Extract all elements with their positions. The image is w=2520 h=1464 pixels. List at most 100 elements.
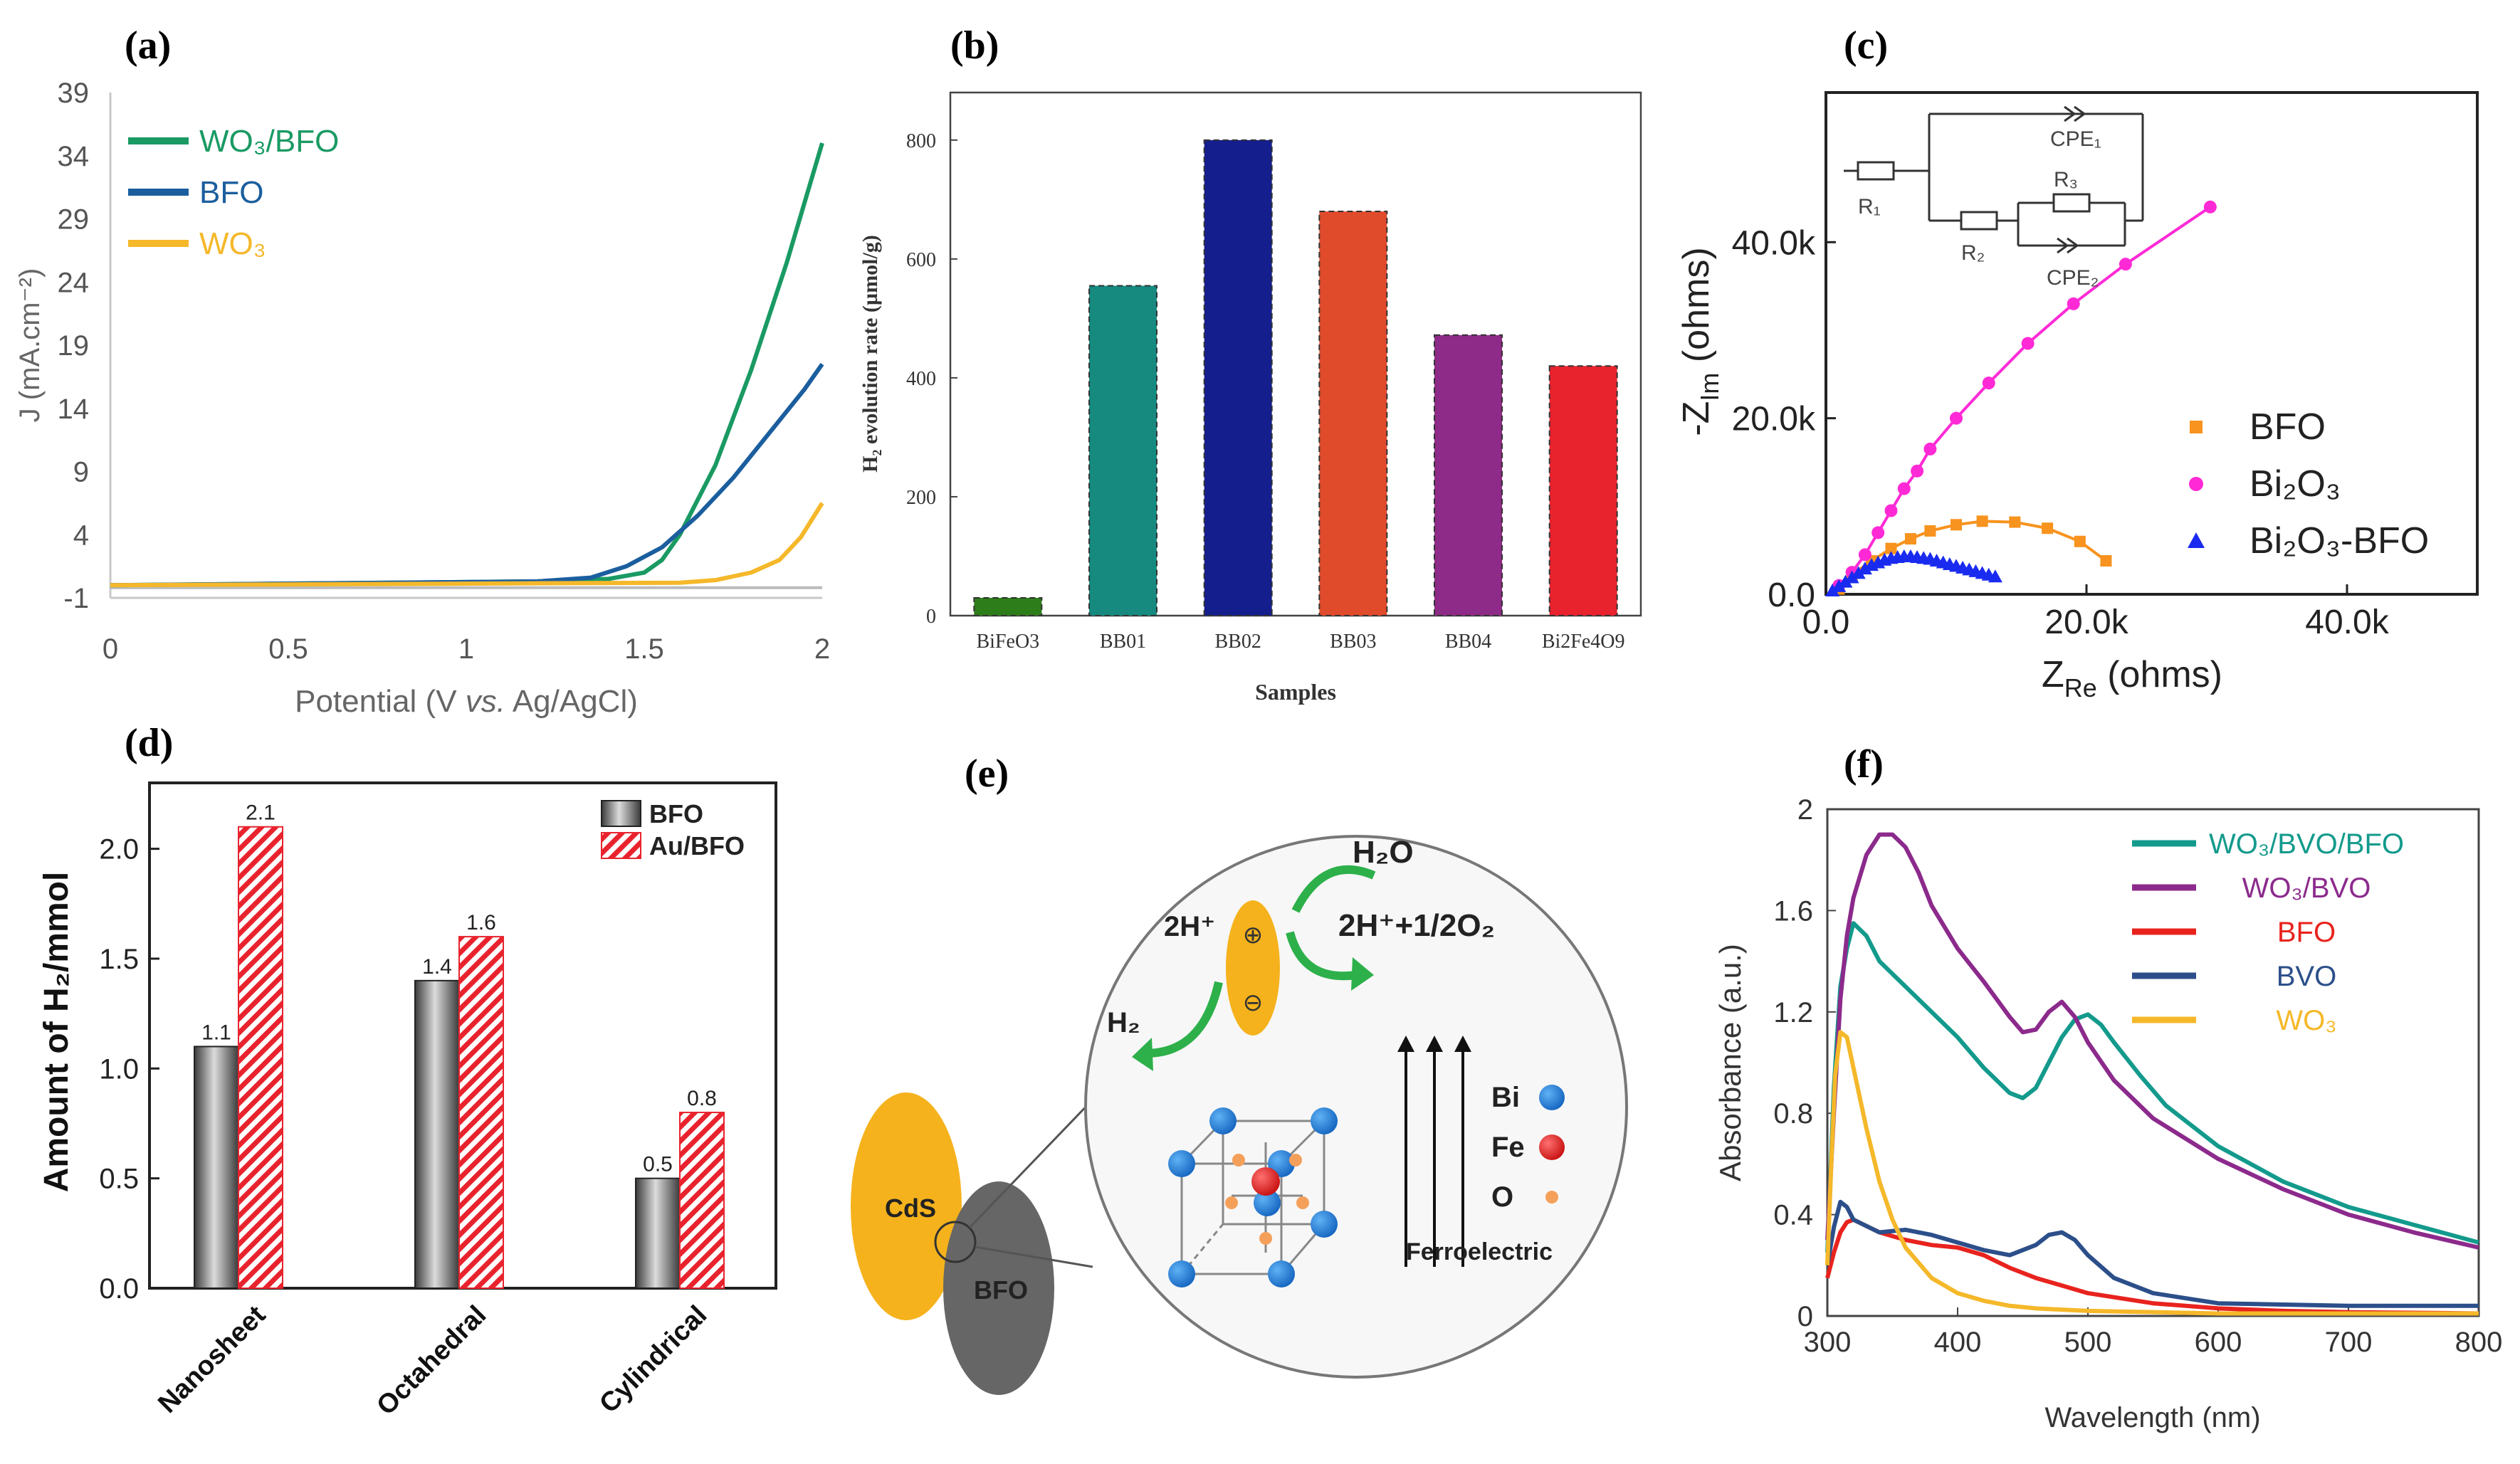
- d-bar-bfo: [414, 979, 460, 1289]
- panel-d-chart: 0.0 0.5 1.0 1.5 2.0 1.1 2.1 Nanosheet 1.4 1.6 Oct…: [38, 781, 777, 1421]
- a-y-tick-label: 29: [58, 204, 90, 236]
- b-bar: [973, 596, 1043, 616]
- f-series-line: [1825, 921, 2479, 1253]
- c-data-point: [2067, 297, 2080, 310]
- circuit-r3-label: R₃: [2054, 168, 2078, 191]
- panel-f-chart: 300 400 500 600 700 800 0 0.4 0.8 1.2 1.6 2 WO₃/BVO…: [1713, 794, 2502, 1433]
- b-x-axis-label: Samples: [1255, 679, 1336, 705]
- f-y-tick-label: 0: [1797, 1301, 1813, 1332]
- a-y-tick-label: 9: [73, 457, 89, 488]
- c-fit-line: [1837, 206, 2211, 587]
- water-oxidation-arrow: [1291, 865, 1376, 913]
- bi-atom: [1168, 1260, 1195, 1287]
- products-label: 2H⁺+1/2O₂: [1338, 908, 1495, 943]
- a-y-tick-label: 39: [58, 78, 90, 109]
- d-legend-swatch-bfo: [601, 800, 641, 827]
- d-legend-swatch-aubfo: [601, 832, 641, 859]
- f-y-tick-label: 1.6: [1773, 895, 1813, 927]
- panel-label-a: (a): [125, 23, 171, 68]
- b-bar: [1203, 139, 1273, 616]
- a-x-axis-label: Potential (V vs. Ag/AgCl): [295, 684, 638, 719]
- b-y-tick-label: 400: [906, 368, 936, 390]
- hydrogen-arrow-head: [1132, 1038, 1153, 1071]
- d-legend-label-aubfo: Au/BFO: [649, 831, 745, 860]
- f-y-tick-label: 1.2: [1773, 997, 1813, 1028]
- legend-bi-label: Bi: [1491, 1082, 1520, 1113]
- arrow-head: [1426, 1036, 1443, 1052]
- c-data-point: [2009, 516, 2021, 528]
- d-bar-bfo: [635, 1177, 681, 1290]
- c-data-point: [2042, 522, 2054, 534]
- panel-a-chart: 0 0.5 1 1.5 2 -1 4 9 14 19 24 29 34 39 WO₃/BFO BFO WO₃…: [14, 78, 830, 719]
- a-x-tick-label: 0: [103, 633, 118, 665]
- h2o-label: H₂O: [1353, 835, 1414, 870]
- equivalent-circuit-inset: [1844, 105, 2144, 254]
- bfo-label: BFO: [974, 1275, 1028, 1305]
- unit-cell-atoms: [1168, 1107, 1338, 1287]
- d-bar-aubfo: [458, 936, 504, 1289]
- c-data-point: [1832, 579, 1847, 592]
- c-data-point: [1924, 525, 1936, 537]
- oxygen-arrow-head: [1351, 957, 1374, 991]
- f-y-axis-label: Absorbance (a.u.): [1713, 944, 1747, 1181]
- circuit-cpe1: [2064, 105, 2086, 122]
- d-bar-bfo: [194, 1046, 239, 1290]
- legend-fe-marker: [1539, 1134, 1565, 1160]
- c-data-point: [1838, 574, 1853, 588]
- panel-e-schematic: CdS BFO ⊕ ⊖ H₂O 2H⁺ 2H⁺+1/2O₂ H₂: [851, 835, 1628, 1395]
- d-y-tick-label: 1.5: [99, 944, 139, 975]
- c-legend-label: Bi₂O₃: [2249, 463, 2341, 505]
- c-data-point: [1988, 569, 2002, 583]
- legend-bi-marker: [1539, 1085, 1565, 1110]
- c-xlabel-main: Z: [2042, 654, 2064, 695]
- d-bar-label: 1.6: [466, 911, 496, 934]
- d-x-tick-label: Cylindrical: [594, 1300, 713, 1419]
- a-y-tick-label: 24: [58, 267, 90, 298]
- f-y-tick-label: 0.4: [1773, 1200, 1813, 1231]
- c-data-point: [1851, 566, 1866, 579]
- f-x-tick-label: 600: [2195, 1327, 2242, 1358]
- o-atom: [1259, 1232, 1272, 1245]
- d-bar-label: 1.1: [201, 1021, 231, 1044]
- o-atom: [1232, 1154, 1245, 1167]
- f-x-tick-label: 500: [2064, 1327, 2112, 1358]
- c-data-point: [1844, 570, 1859, 584]
- a-y-tick-label: 34: [58, 141, 90, 172]
- f-legend-label: WO₃/BVO: [2242, 873, 2371, 904]
- h2-label: H₂: [1107, 1007, 1140, 1038]
- c-data-point: [1857, 562, 1872, 575]
- circuit-cpe1-label: CPE₁: [2050, 127, 2101, 151]
- d-y-tick-label: 1.0: [99, 1053, 139, 1085]
- b-x-tick-label: BB02: [1214, 631, 1261, 653]
- f-x-tick-label: 800: [2455, 1327, 2503, 1358]
- c-data-point: [2021, 337, 2035, 350]
- c-data-point: [2203, 200, 2217, 214]
- b-x-tick-label: BiFeO3: [976, 631, 1039, 653]
- c-data-point: [1950, 411, 1963, 425]
- c-data-point: [1858, 548, 1871, 562]
- a-series-line: [110, 502, 824, 588]
- zoom-line-bottom: [975, 1246, 1093, 1268]
- c-y-tick-label: 40.0k: [1732, 224, 1816, 262]
- circuit-r3: [2052, 193, 2091, 213]
- a-x-tick-label: 1.5: [624, 633, 664, 665]
- c-y-tick-label: 0.0: [1768, 576, 1815, 614]
- d-bar-label: 0.8: [687, 1087, 717, 1110]
- c-data-point: [1825, 584, 1840, 597]
- c-data-point: [1951, 519, 1962, 531]
- arrow-head: [1397, 1036, 1414, 1052]
- a-legend-label: BFO: [199, 175, 263, 210]
- b-plot-frame: [949, 91, 1642, 617]
- b-y-axis-label: H₂ evolution rate (µmol/g): [859, 235, 882, 473]
- c-data-point: [1976, 515, 1988, 527]
- d-bar-label: 0.5: [643, 1153, 673, 1176]
- d-bar-label: 2.1: [246, 801, 275, 825]
- c-data-point: [1982, 376, 1995, 390]
- b-bar: [1548, 365, 1618, 616]
- a-y-tick-label: -1: [63, 583, 89, 614]
- d-x-tick-label: Nanosheet: [152, 1300, 271, 1418]
- oxygen-arrow: [1286, 931, 1357, 981]
- b-bar: [1434, 334, 1503, 616]
- b-bar: [1088, 285, 1157, 616]
